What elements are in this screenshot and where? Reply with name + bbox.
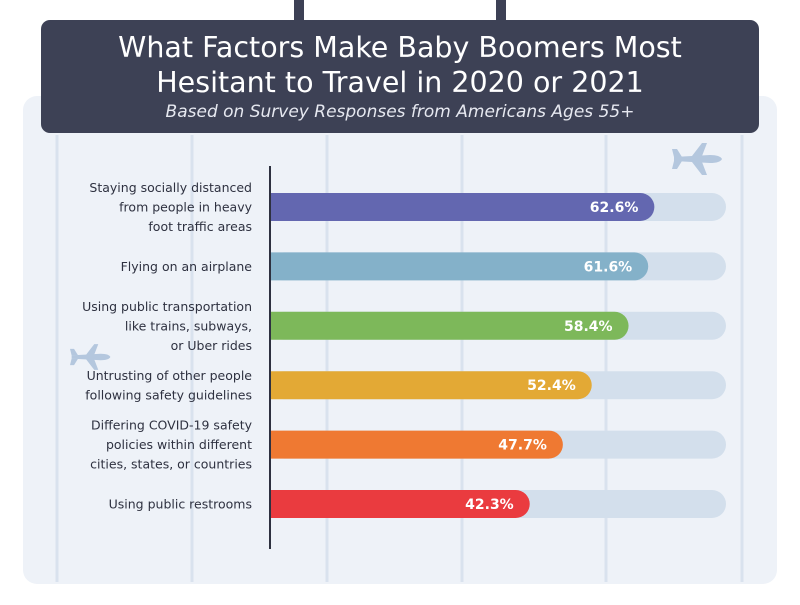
title-sign: What Factors Make Baby Boomers Most Hesi… <box>41 20 759 133</box>
category-label-4-0: Differing COVID-19 safety <box>91 418 253 433</box>
category-label-2-1: like trains, subways, <box>125 318 252 333</box>
category-label-1-0: Flying on an airplane <box>121 259 253 274</box>
category-label-2-2: or Uber rides <box>171 338 252 353</box>
chart-subtitle: Based on Survey Responses from Americans… <box>165 102 635 122</box>
chart-title: What Factors Make Baby Boomers Most Hesi… <box>118 31 682 99</box>
value-label-3: 52.4% <box>527 378 576 394</box>
bar-5 <box>270 490 530 518</box>
value-label-1: 61.6% <box>584 259 633 275</box>
category-label-0-2: foot traffic areas <box>148 219 252 234</box>
airplane-icon-left <box>70 344 111 370</box>
bar-0 <box>270 193 655 221</box>
category-label-3-1: following safety guidelines <box>85 387 252 402</box>
category-label-3-0: Untrusting of other people <box>87 368 253 383</box>
bar-2 <box>270 311 629 340</box>
bar-3 <box>270 371 592 400</box>
category-label-0-0: Staying socially distanced <box>89 180 252 195</box>
category-label-5-0: Using public restrooms <box>109 497 252 512</box>
bar-4 <box>270 430 563 459</box>
category-label-0-1: from people in heavy <box>119 200 252 215</box>
value-label-4: 47.7% <box>498 438 547 454</box>
bar-1 <box>270 252 649 281</box>
sign-post-right <box>496 0 506 22</box>
value-label-5: 42.3% <box>465 497 514 513</box>
category-label-2-0: Using public transportation <box>82 299 252 314</box>
sign-post-left <box>294 0 304 22</box>
category-label-4-1: policies within different <box>106 437 252 452</box>
value-label-2: 58.4% <box>564 319 613 335</box>
airplane-icon-top-right <box>672 143 722 175</box>
category-label-4-2: cities, states, or countries <box>90 457 252 472</box>
value-label-0: 62.6% <box>590 200 639 216</box>
